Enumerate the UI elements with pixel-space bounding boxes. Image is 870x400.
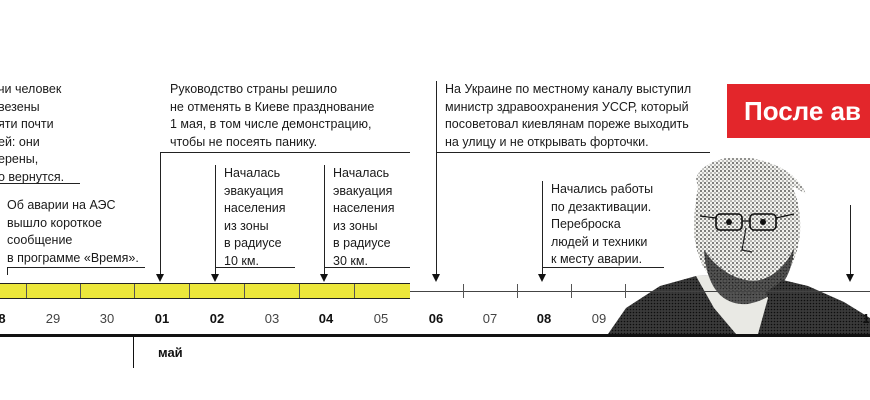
- timeline-tick: [134, 284, 135, 298]
- month-label: май: [158, 345, 183, 360]
- timeline-day-label: 02: [209, 311, 225, 326]
- pointer-line: [436, 81, 437, 274]
- timeline-tick: [189, 284, 190, 298]
- timeline-tick: [571, 284, 572, 298]
- pointer-line: [542, 181, 543, 274]
- pointer-line: [324, 165, 325, 274]
- note-underline: [436, 152, 710, 153]
- timeline-axis: [410, 291, 870, 292]
- timeline-day-label: 8: [0, 311, 6, 326]
- pointer-line: [850, 205, 851, 275]
- timeline-tick: [299, 284, 300, 298]
- timeline-tick: [26, 284, 27, 298]
- month-divider: [133, 334, 134, 368]
- section-banner: После ав: [727, 84, 870, 138]
- note-evacuation-30km: Началась эвакуация населения из зоны в р…: [333, 166, 395, 268]
- timeline-tick: [244, 284, 245, 298]
- pointer-arrow-icon: [538, 274, 546, 282]
- timeline-day-label: 1: [862, 311, 870, 326]
- note-decontamination: Начались работы по дезактивации. Перебро…: [551, 182, 654, 266]
- note-evacuation-partial: чи человек везены яти почти ей: они ерен…: [0, 82, 65, 184]
- timeline-highlight-bar: [0, 283, 410, 299]
- note-vremya-report: Об аварии на АЭС вышло короткое сообщени…: [7, 198, 139, 265]
- note-underline: [160, 152, 410, 153]
- note-underline: [215, 267, 295, 268]
- pointer-arrow-icon: [320, 274, 328, 282]
- note-underline: [0, 183, 80, 184]
- timeline-day-label: 04: [318, 311, 334, 326]
- month-rule: [0, 334, 870, 337]
- note-underline: [7, 267, 145, 268]
- pointer-line: [160, 152, 161, 274]
- timeline-day-label: 01: [154, 311, 170, 326]
- note-underline: [324, 267, 410, 268]
- timeline-day-label: 08: [536, 311, 552, 326]
- portrait-illustration: [608, 158, 870, 334]
- timeline-day-label: 05: [373, 311, 389, 326]
- timeline-tick: [354, 284, 355, 298]
- timeline-day-label: 03: [264, 311, 280, 326]
- note-evacuation-10km: Началась эвакуация населения из зоны в р…: [224, 166, 286, 268]
- pointer-line: [215, 165, 216, 274]
- timeline-tick: [517, 284, 518, 298]
- timeline-day-label: 30: [99, 311, 115, 326]
- timeline-day-label: 06: [428, 311, 444, 326]
- note-underline: [542, 267, 664, 268]
- timeline-day-label: 07: [482, 311, 498, 326]
- pointer-arrow-icon: [846, 274, 854, 282]
- pointer-arrow-icon: [211, 274, 219, 282]
- note-health-minister: На Украине по местному каналу выступил м…: [445, 82, 692, 149]
- timeline-tick: [625, 284, 626, 298]
- timeline-day-label: 29: [45, 311, 61, 326]
- timeline-day-label: 09: [591, 311, 607, 326]
- pointer-arrow-icon: [432, 274, 440, 282]
- timeline-tick: [80, 284, 81, 298]
- note-may-day-decision: Руководство страны решило не отменять в …: [170, 82, 375, 149]
- pointer-line: [7, 267, 8, 275]
- pointer-arrow-icon: [156, 274, 164, 282]
- timeline-tick: [463, 284, 464, 298]
